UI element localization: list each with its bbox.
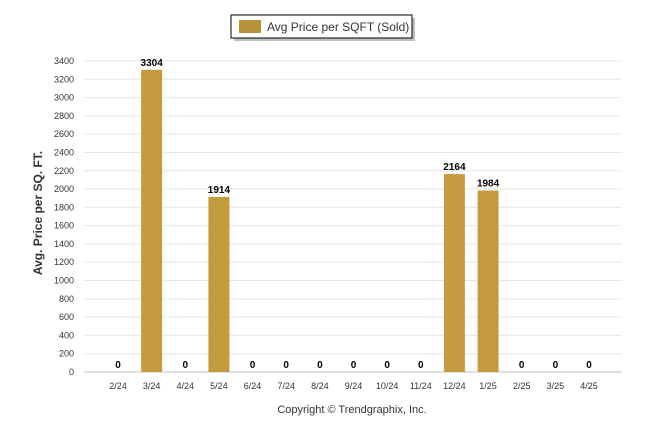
x-tick-label: 1/25 <box>479 381 497 391</box>
x-axis-ticks: 2/24 3/24 4/24 5/24 6/24 7/24 8/24 9/24 10/24 11/… <box>109 381 598 391</box>
y-tick-label: 2600 <box>54 129 74 139</box>
legend-swatch <box>239 20 261 33</box>
legend: Avg Price per SQFT (Sold) <box>230 14 415 41</box>
x-tick-label: 8/24 <box>311 381 329 391</box>
y-axis-ticks: 0 200 400 600 800 1000 1200 1400 1600 1800 2000 220… <box>54 56 74 377</box>
x-tick-label: 11/24 <box>410 381 432 391</box>
y-tick-label: 600 <box>59 312 74 322</box>
y-tick-label: 1200 <box>54 257 74 267</box>
x-tick-label: 3/24 <box>143 381 161 391</box>
data-label: 0 <box>418 360 424 371</box>
data-label: 1984 <box>477 179 500 190</box>
data-label: 0 <box>519 360 525 371</box>
x-tick-label: 5/24 <box>210 381 228 391</box>
y-tick-label: 200 <box>59 349 74 359</box>
data-label: 1914 <box>208 185 231 196</box>
data-label: 3304 <box>141 58 164 69</box>
data-label: 0 <box>351 360 357 371</box>
data-label: 0 <box>115 360 121 371</box>
x-tick-label: 7/24 <box>277 381 295 391</box>
data-label: 0 <box>384 360 390 371</box>
data-label: 0 <box>250 360 256 371</box>
y-tick-label: 1800 <box>54 202 74 212</box>
y-tick-label: 2400 <box>54 147 74 157</box>
y-tick-label: 3200 <box>54 74 74 84</box>
x-tick-label: 12/24 <box>443 381 466 391</box>
x-tick-label: 10/24 <box>376 381 399 391</box>
legend-box <box>230 14 413 39</box>
y-tick-label: 800 <box>59 294 74 304</box>
y-tick-label: 1600 <box>54 221 74 231</box>
y-tick-label: 3400 <box>54 56 74 66</box>
y-tick-label: 3000 <box>54 93 74 103</box>
data-label: 0 <box>553 360 559 371</box>
data-label: 0 <box>183 360 189 371</box>
y-axis-label: Avg. Price per SQ. FT. <box>31 151 45 275</box>
y-tick-label: 2200 <box>54 166 74 176</box>
data-label: 2164 <box>443 162 466 173</box>
grid-layer <box>84 60 622 373</box>
y-tick-label: 0 <box>69 367 74 377</box>
legend-label: Avg Price per SQFT (Sold) <box>267 20 409 34</box>
bar-5-24 <box>208 196 230 372</box>
x-tick-label: 9/24 <box>345 381 363 391</box>
x-tick-label: 6/24 <box>244 381 262 391</box>
bar-layer <box>141 69 499 372</box>
y-tick-label: 1000 <box>54 276 74 286</box>
y-tick-label: 2000 <box>54 184 74 194</box>
x-tick-label: 2/25 <box>513 381 531 391</box>
bar-3-24 <box>141 69 163 372</box>
x-tick-label: 4/24 <box>177 381 195 391</box>
y-tick-label: 1400 <box>54 239 74 249</box>
bar-12-24 <box>443 174 465 372</box>
y-tick-label: 2800 <box>54 111 74 121</box>
data-label: 0 <box>283 360 289 371</box>
label-layer: 0 3304 0 1914 0 0 0 0 0 0 2164 1984 0 0 0 <box>115 58 592 371</box>
copyright-text: Copyright © Trendgraphix, Inc. <box>277 404 426 416</box>
x-tick-label: 4/25 <box>580 381 598 391</box>
x-tick-label: 3/25 <box>547 381 565 391</box>
data-label: 0 <box>586 360 592 371</box>
bar-1-25 <box>477 190 499 372</box>
x-tick-label: 2/24 <box>109 381 127 391</box>
data-label: 0 <box>317 360 323 371</box>
y-tick-label: 400 <box>59 330 74 340</box>
